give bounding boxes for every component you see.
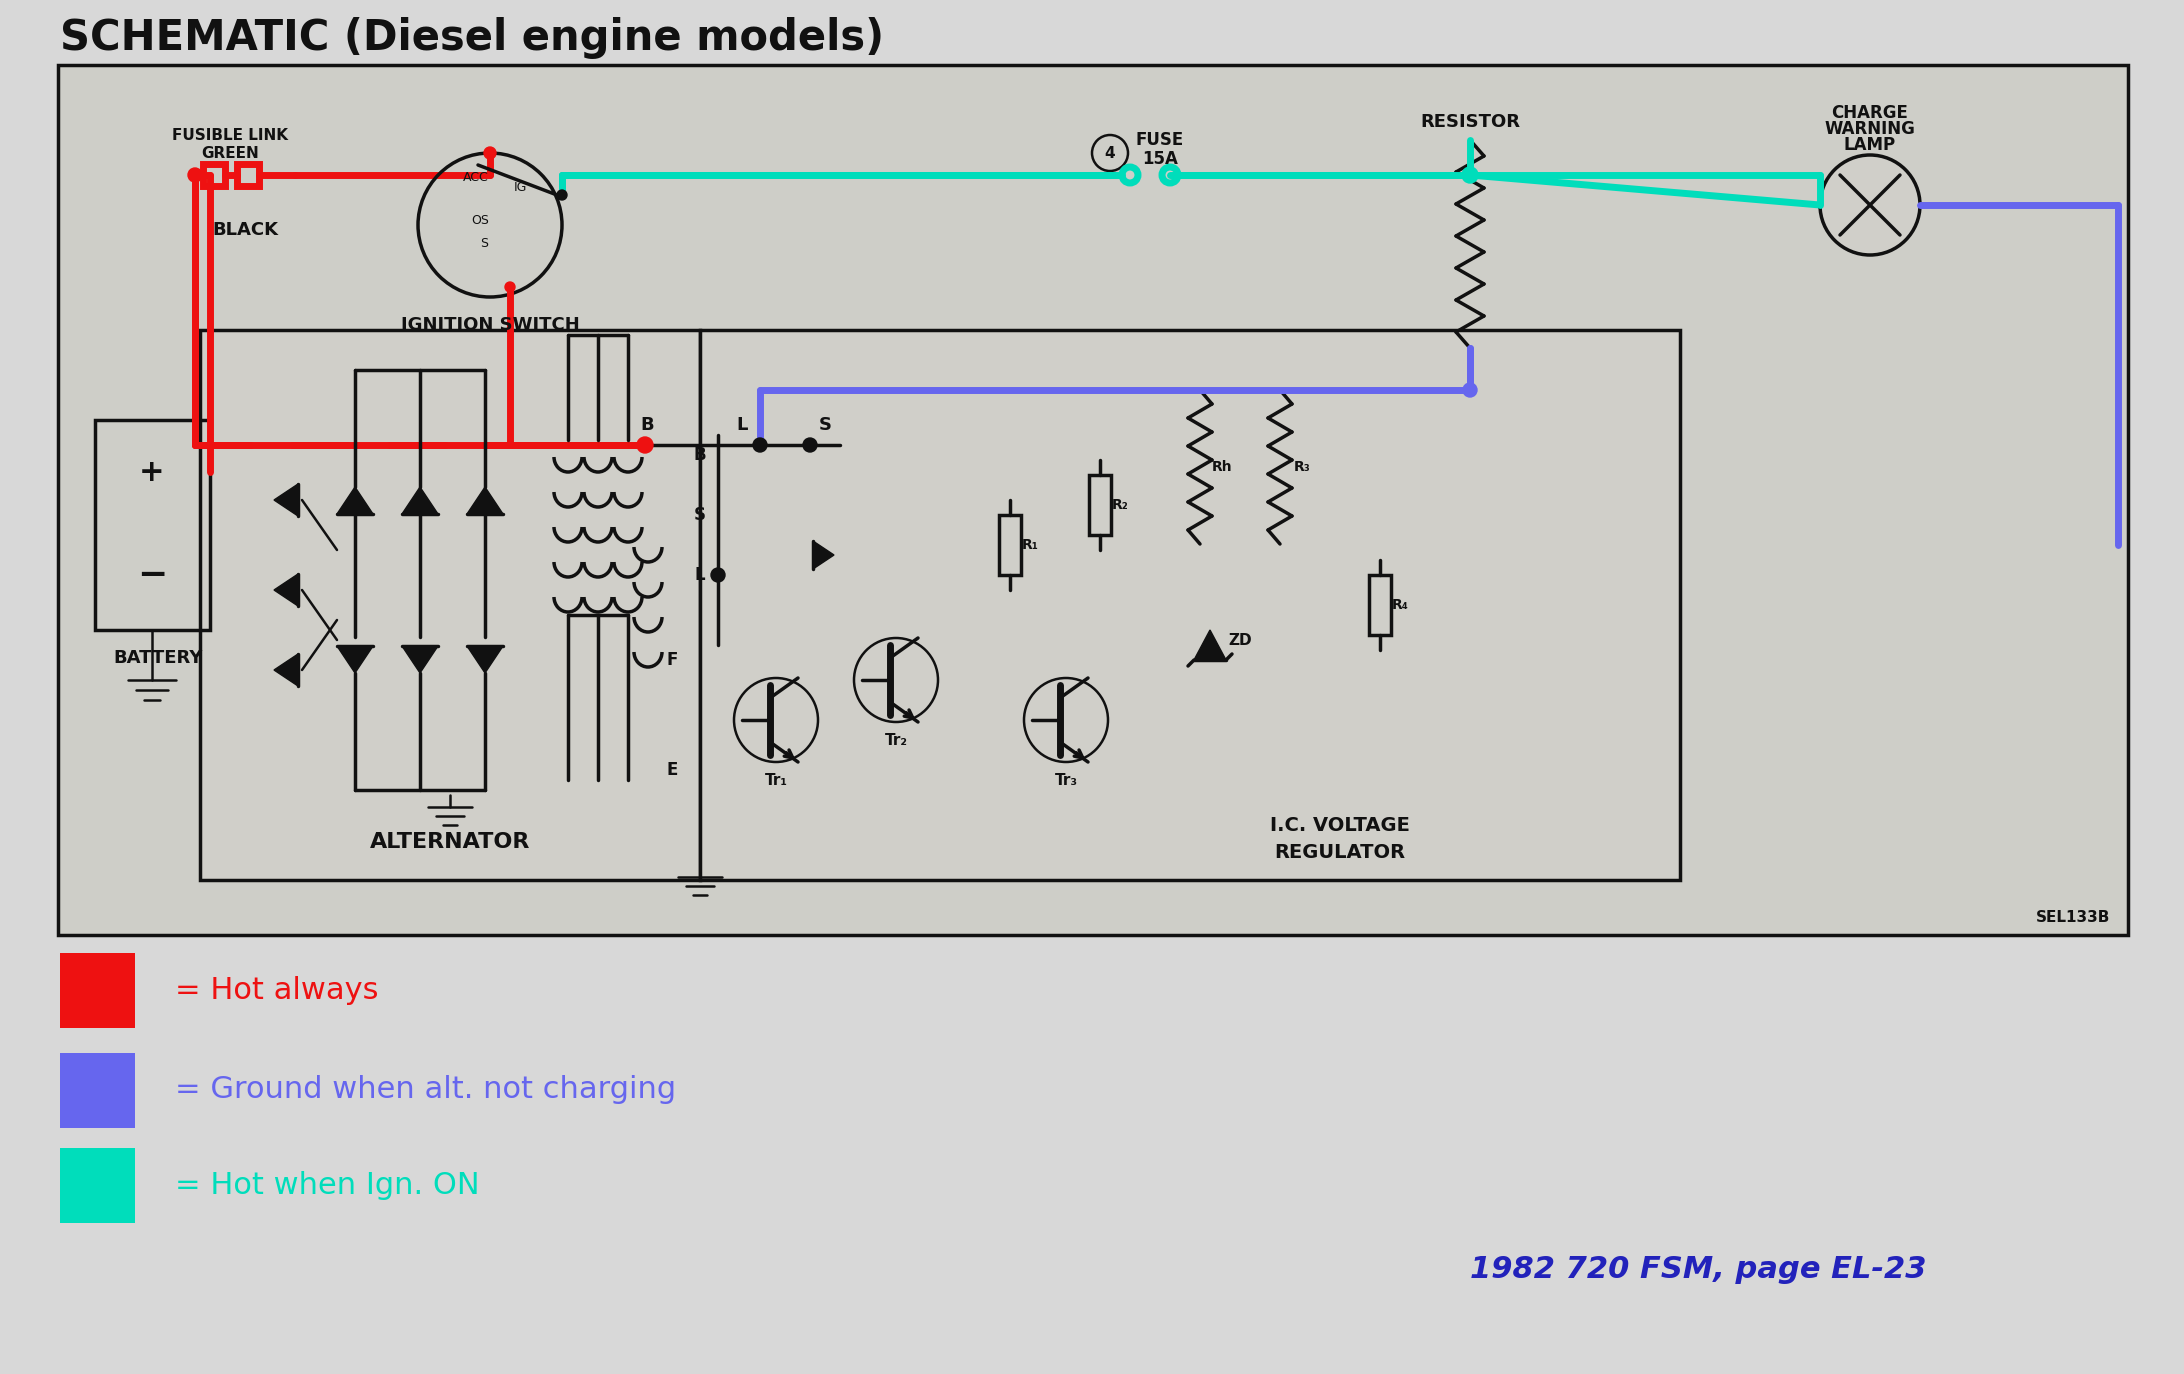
Text: R₃: R₃ <box>1293 460 1310 474</box>
Polygon shape <box>273 484 297 517</box>
Text: +: + <box>140 458 164 486</box>
Text: B: B <box>695 447 705 464</box>
Bar <box>1369 574 1391 635</box>
Circle shape <box>1463 168 1476 181</box>
Polygon shape <box>336 646 373 673</box>
Text: R₄: R₄ <box>1391 598 1409 611</box>
Text: SCHEMATIC (Diesel engine models): SCHEMATIC (Diesel engine models) <box>59 16 885 59</box>
Circle shape <box>188 168 201 181</box>
Text: Rh: Rh <box>1212 460 1232 474</box>
Polygon shape <box>402 486 439 514</box>
Text: = Hot when Ign. ON: = Hot when Ign. ON <box>175 1171 480 1200</box>
Text: GREEN: GREEN <box>201 146 260 161</box>
Text: I.C. VOLTAGE: I.C. VOLTAGE <box>1271 816 1411 834</box>
Bar <box>59 65 2127 934</box>
Text: ZD: ZD <box>1227 632 1251 647</box>
Circle shape <box>505 282 515 293</box>
Text: F: F <box>666 651 677 669</box>
Text: R₂: R₂ <box>1112 497 1129 513</box>
Polygon shape <box>402 646 439 673</box>
Circle shape <box>557 190 568 201</box>
Text: CHARGE: CHARGE <box>1832 104 1909 122</box>
Bar <box>998 515 1020 574</box>
Text: = Ground when alt. not charging: = Ground when alt. not charging <box>175 1076 677 1105</box>
Polygon shape <box>812 541 834 569</box>
Bar <box>701 330 1679 879</box>
Polygon shape <box>336 486 373 514</box>
Text: WARNING: WARNING <box>1824 120 1915 137</box>
Polygon shape <box>1195 631 1225 660</box>
Bar <box>201 330 701 879</box>
Text: 4: 4 <box>1105 146 1116 161</box>
Text: Tr₁: Tr₁ <box>764 772 788 787</box>
Bar <box>94 420 210 631</box>
Text: = Hot always: = Hot always <box>175 976 378 1004</box>
Text: OS: OS <box>472 213 489 227</box>
Text: IG: IG <box>513 180 526 194</box>
Text: BLACK: BLACK <box>212 221 277 239</box>
Text: ALTERNATOR: ALTERNATOR <box>369 833 531 852</box>
Text: RESISTOR: RESISTOR <box>1420 113 1520 131</box>
Text: ACC: ACC <box>463 170 489 184</box>
Bar <box>59 1149 135 1223</box>
Circle shape <box>1463 383 1476 397</box>
Circle shape <box>804 438 817 452</box>
Text: S: S <box>480 236 487 250</box>
Circle shape <box>1461 168 1479 183</box>
Text: IGNITION SWITCH: IGNITION SWITCH <box>400 316 579 334</box>
Text: L: L <box>695 566 705 584</box>
Polygon shape <box>467 646 502 673</box>
Polygon shape <box>273 574 297 606</box>
Bar <box>1090 475 1112 534</box>
Text: −: − <box>138 558 168 592</box>
Text: 15A: 15A <box>1142 150 1177 168</box>
Circle shape <box>712 567 725 583</box>
Text: 1982 720 FSM, page EL-23: 1982 720 FSM, page EL-23 <box>1470 1256 1926 1285</box>
Circle shape <box>638 437 653 453</box>
Polygon shape <box>273 654 297 686</box>
Text: S: S <box>695 506 705 523</box>
Bar <box>59 1052 135 1128</box>
Text: SEL133B: SEL133B <box>2035 910 2110 925</box>
Circle shape <box>753 438 767 452</box>
Bar <box>203 164 225 185</box>
Circle shape <box>1123 168 1138 183</box>
Text: E: E <box>666 761 677 779</box>
Text: Tr₃: Tr₃ <box>1055 772 1077 787</box>
Circle shape <box>485 147 496 159</box>
Text: Tr₂: Tr₂ <box>885 732 909 747</box>
Circle shape <box>1819 155 1920 256</box>
Text: BATTERY: BATTERY <box>114 649 203 666</box>
Text: REGULATOR: REGULATOR <box>1275 842 1406 861</box>
Bar <box>59 954 135 1028</box>
Text: FUSE: FUSE <box>1136 131 1184 148</box>
Circle shape <box>1162 168 1177 183</box>
Text: LAMP: LAMP <box>1843 136 1896 154</box>
Text: S: S <box>819 416 832 434</box>
Polygon shape <box>467 486 502 514</box>
Text: B: B <box>640 416 653 434</box>
Text: R₁: R₁ <box>1022 539 1037 552</box>
Text: L: L <box>736 416 747 434</box>
Bar <box>238 164 260 185</box>
Text: FUSIBLE LINK: FUSIBLE LINK <box>173 128 288 143</box>
